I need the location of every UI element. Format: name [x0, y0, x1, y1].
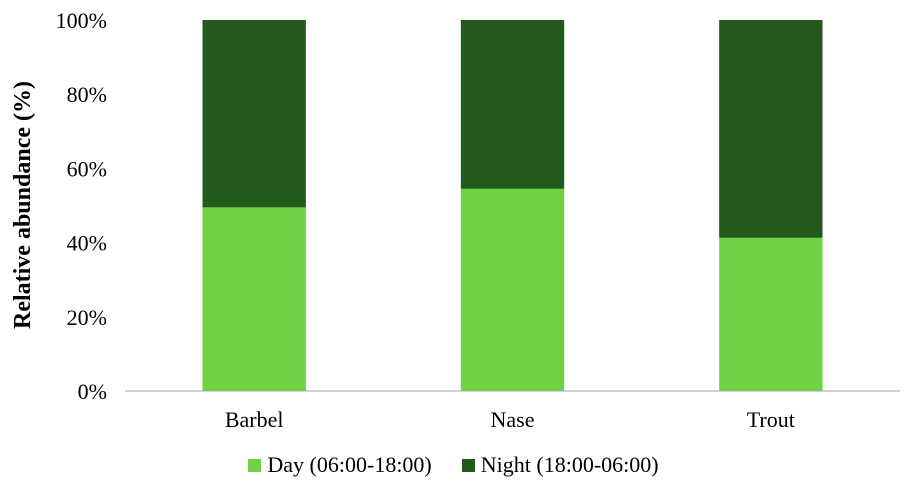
- legend-item-day: Day (06:00-18:00): [248, 452, 432, 478]
- bar-trout-night: [719, 20, 823, 238]
- y-tick-label: 0%: [78, 379, 107, 404]
- y-tick-label: 20%: [67, 305, 107, 330]
- bar-barbel-day: [202, 207, 306, 391]
- y-tick-label: 100%: [56, 8, 107, 33]
- legend-label-night: Night (18:00-06:00): [480, 452, 659, 477]
- stacked-bar-chart: 0% 20% 40% 60% 80% 100% Barbel Nase Trout Relat…: [10, 8, 900, 432]
- y-tick-label: 60%: [67, 156, 107, 181]
- bars: [202, 20, 823, 391]
- y-axis-title: Relative abundance (%): [10, 81, 36, 329]
- bar-trout-day: [719, 237, 823, 391]
- x-tick-label: Nase: [491, 407, 535, 432]
- bar-nase-day: [460, 188, 565, 391]
- legend-label-day: Day (06:00-18:00): [267, 452, 432, 477]
- legend-swatch-day: [248, 458, 262, 472]
- x-tick-label: Trout: [747, 407, 795, 432]
- x-tick-label: Barbel: [225, 407, 284, 432]
- legend-item-night: Night (18:00-06:00): [461, 452, 659, 478]
- y-tick-label: 80%: [67, 82, 107, 107]
- x-axis-ticks: Barbel Nase Trout: [225, 407, 795, 432]
- y-tick-label: 40%: [67, 231, 107, 256]
- legend: Day (06:00-18:00) Night (18:00-06:00): [0, 452, 907, 478]
- bar-barbel-night: [202, 20, 306, 208]
- legend-swatch-night: [461, 458, 475, 472]
- bar-nase-night: [460, 20, 565, 189]
- y-axis-ticks: 0% 20% 40% 60% 80% 100%: [56, 8, 107, 404]
